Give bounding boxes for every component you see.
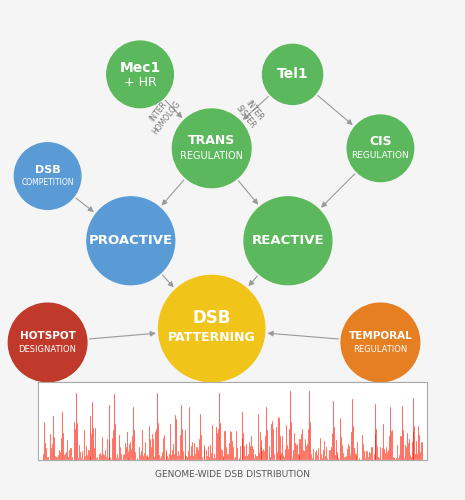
Circle shape [173, 109, 251, 188]
Text: REGULATION: REGULATION [353, 345, 407, 354]
Text: REGULATION: REGULATION [180, 150, 243, 160]
Text: INTER
SISTER: INTER SISTER [234, 97, 266, 130]
Text: + HR: + HR [124, 76, 156, 88]
Circle shape [107, 41, 173, 108]
Text: DESIGNATION: DESIGNATION [19, 345, 77, 354]
Text: REGULATION: REGULATION [352, 151, 409, 160]
Circle shape [8, 303, 87, 382]
Circle shape [341, 303, 420, 382]
Text: GENOME-WIDE DSB DISTRIBUTION: GENOME-WIDE DSB DISTRIBUTION [155, 470, 310, 480]
Circle shape [87, 197, 175, 284]
Text: Tel1: Tel1 [277, 68, 308, 82]
Text: TRANS: TRANS [188, 134, 235, 147]
Text: COMPETITION: COMPETITION [21, 178, 74, 188]
Text: HOTSPOT: HOTSPOT [20, 330, 75, 340]
Text: Mec1: Mec1 [120, 62, 161, 76]
Text: DSB: DSB [35, 165, 60, 175]
Circle shape [263, 44, 323, 104]
Text: INTER
HOMOLOG: INTER HOMOLOG [142, 93, 182, 136]
Circle shape [244, 197, 332, 284]
Circle shape [159, 276, 265, 382]
Circle shape [347, 115, 414, 182]
Text: TEMPORAL: TEMPORAL [349, 330, 412, 340]
Circle shape [14, 143, 81, 210]
Text: CIS: CIS [369, 135, 392, 148]
Text: PATTERNING: PATTERNING [168, 332, 256, 344]
FancyBboxPatch shape [39, 382, 426, 460]
Text: PROACTIVE: PROACTIVE [89, 234, 173, 248]
Text: REACTIVE: REACTIVE [252, 234, 324, 248]
Text: DSB: DSB [193, 310, 231, 328]
